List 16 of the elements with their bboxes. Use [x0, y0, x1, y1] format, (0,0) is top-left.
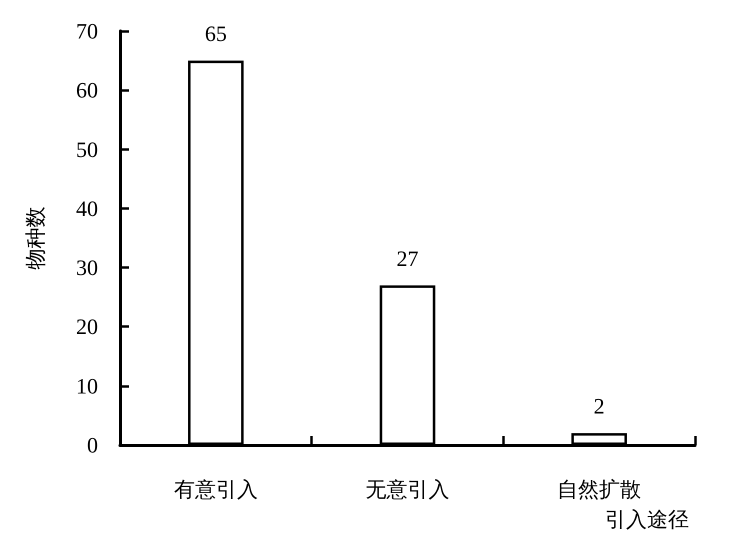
y-tick-label: 30: [76, 255, 98, 280]
x-tick-label: 有意引入: [174, 478, 258, 502]
data-label: 27: [396, 246, 418, 271]
y-tick-label: 10: [76, 373, 98, 398]
y-tick-label: 60: [76, 78, 98, 103]
x-axis-title: 引入途径: [605, 508, 689, 532]
y-axis-title: 物种数: [24, 206, 48, 270]
y-tick-label: 70: [76, 18, 98, 44]
data-label: 2: [594, 394, 605, 419]
y-tick-label: 20: [76, 314, 98, 340]
y-tick-label: 0: [87, 432, 98, 458]
y-tick-label: 40: [76, 196, 98, 221]
x-tick-label: 无意引入: [366, 478, 450, 502]
y-tick-label: 50: [76, 136, 98, 162]
x-tick-label: 自然扩散: [557, 478, 642, 502]
data-label: 65: [204, 21, 227, 46]
